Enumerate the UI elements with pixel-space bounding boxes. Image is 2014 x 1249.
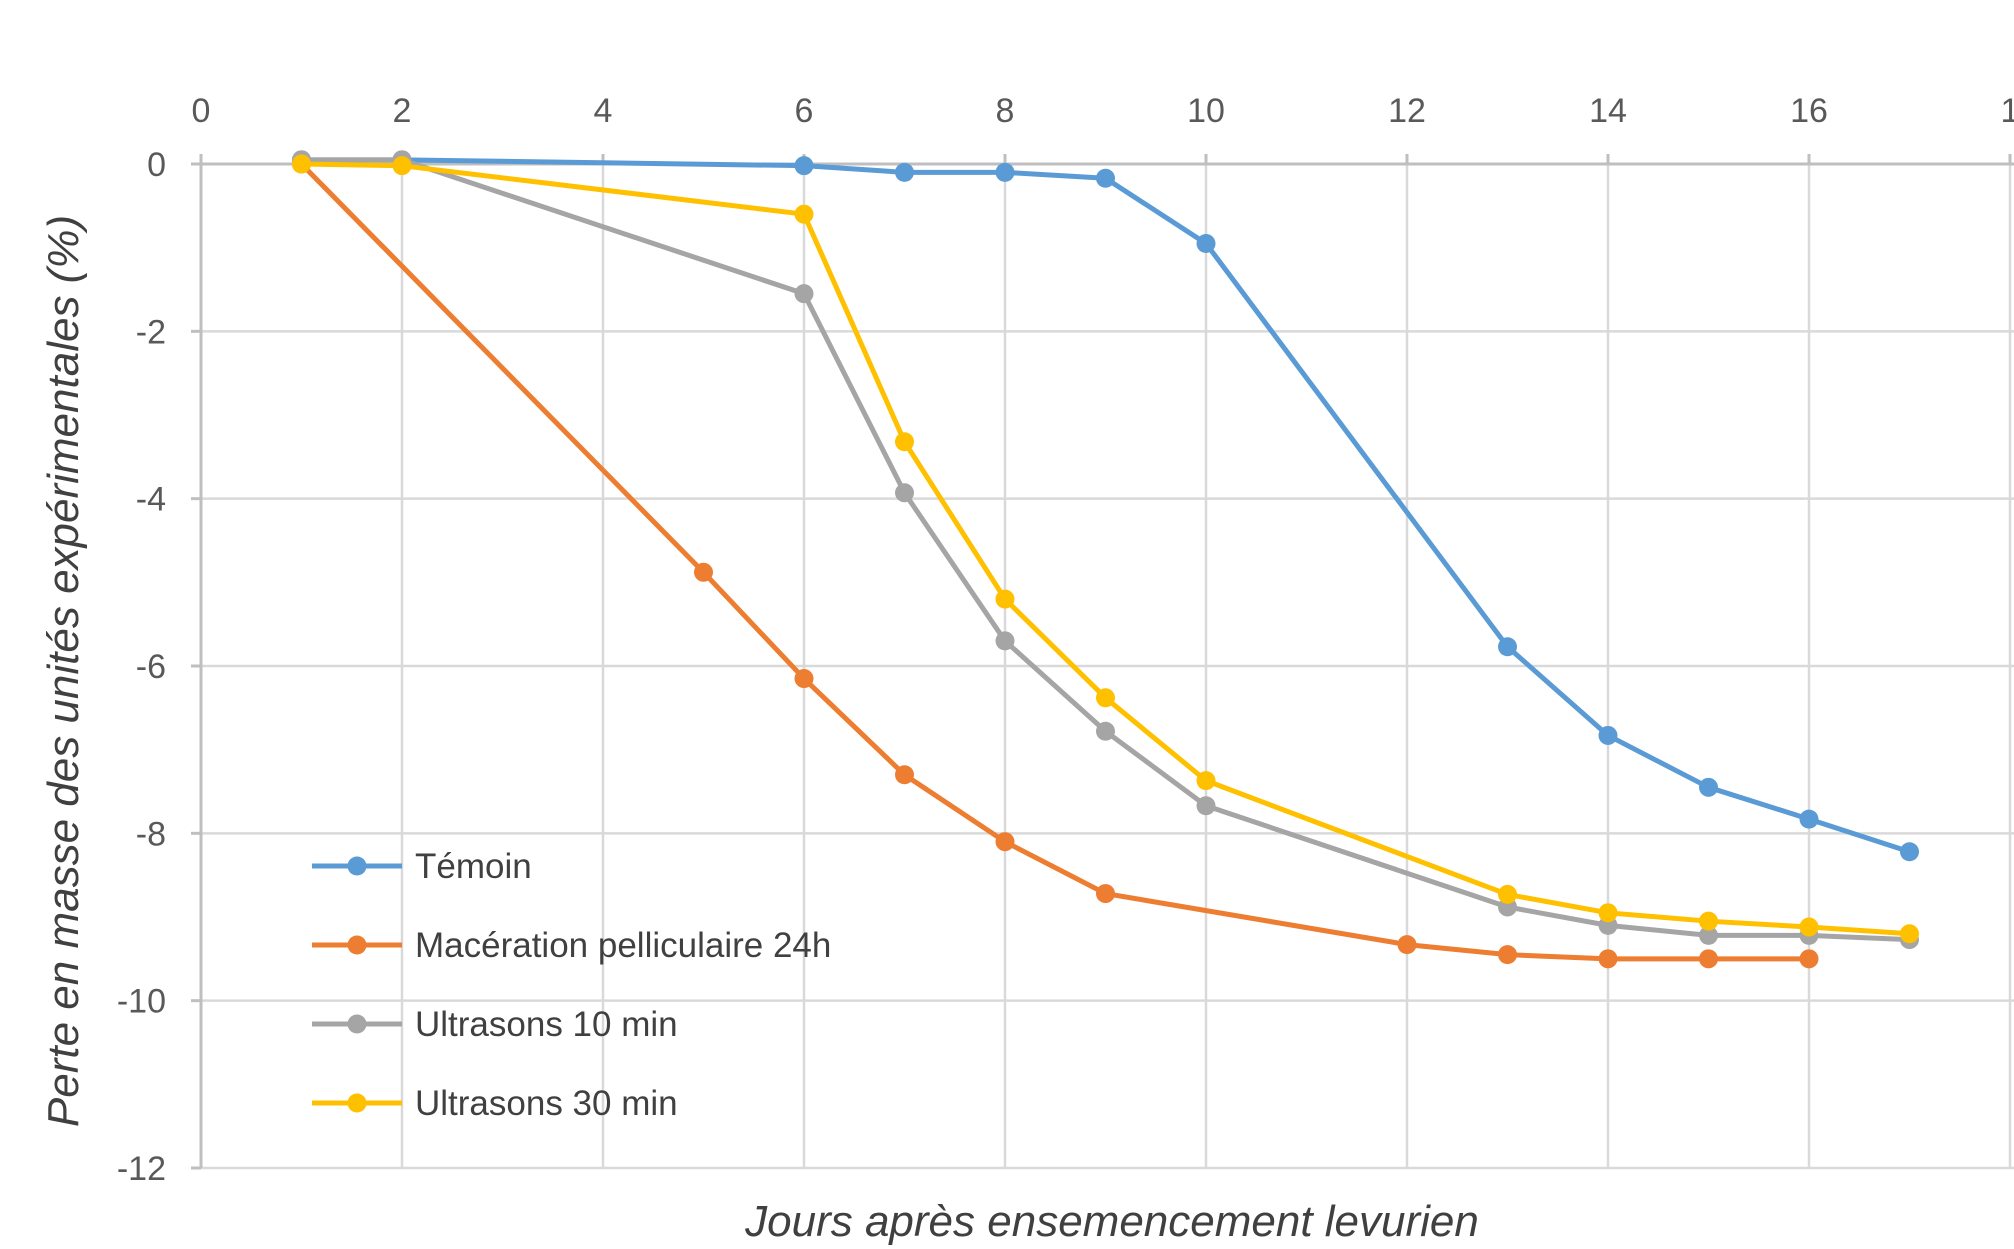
data-point — [1397, 935, 1417, 955]
data-point — [995, 162, 1015, 182]
data-point — [1598, 903, 1618, 923]
data-point — [1096, 721, 1115, 741]
legend-swatch-marker — [347, 1014, 367, 1034]
x-tick-label: 2 — [393, 92, 412, 130]
legend-swatch-marker — [347, 935, 367, 955]
legend-label: Ultrasons 10 min — [415, 1005, 678, 1044]
y-tick-label: -4 — [136, 481, 166, 519]
data-point — [1196, 796, 1216, 816]
series-layer — [292, 150, 1919, 969]
x-axis-title: Jours après ensemencement levurien — [744, 1197, 1479, 1246]
data-point — [1498, 884, 1517, 904]
data-point — [995, 589, 1015, 609]
y-tick-labels: 0 -2 -4 -6 -8 -10 -12 — [117, 146, 166, 1188]
data-point — [1096, 884, 1115, 904]
x-tick-label: 0 — [192, 92, 211, 130]
data-point — [1096, 688, 1115, 708]
axes — [191, 154, 2014, 1170]
legend-label: Ultrasons 30 min — [415, 1084, 678, 1123]
series-4 — [292, 154, 1919, 944]
series-1 — [292, 150, 1919, 862]
x-tick-label: 14 — [1589, 92, 1627, 130]
data-point — [1699, 777, 1718, 797]
x-tick-label: 12 — [1388, 92, 1426, 130]
legend-swatch-marker — [347, 1093, 367, 1113]
data-point — [794, 669, 814, 689]
data-point — [895, 483, 914, 503]
x-tick-label: 16 — [1790, 92, 1828, 130]
data-point — [392, 156, 412, 176]
y-tick-label: -2 — [136, 313, 166, 351]
x-tick-labels: 0 2 4 6 8 10 12 14 16 1 — [192, 92, 2014, 130]
data-point — [794, 156, 814, 176]
x-tick-label: 10 — [1187, 92, 1225, 130]
data-point — [995, 832, 1015, 852]
data-point — [1598, 725, 1618, 745]
y-tick-label: 0 — [147, 146, 166, 184]
y-axis-title: Perte en masse des unités expérimentales… — [39, 215, 88, 1127]
data-point — [1196, 771, 1216, 791]
series-line — [301, 161, 1910, 937]
legend-label: Macération pelliculaire 24h — [415, 926, 831, 965]
data-point — [995, 631, 1015, 651]
data-point — [1196, 233, 1216, 253]
y-tick-label: -10 — [117, 983, 166, 1021]
data-point — [794, 284, 814, 304]
series-3 — [292, 150, 1919, 950]
data-point — [794, 204, 814, 224]
y-tick-label: -12 — [117, 1150, 166, 1188]
series-line — [299, 162, 1809, 962]
data-point — [895, 765, 914, 785]
data-point — [1900, 842, 1919, 862]
series-line — [301, 157, 1911, 855]
data-point — [1699, 925, 1718, 945]
data-point — [1799, 917, 1819, 937]
y-tick-label: -6 — [136, 648, 166, 686]
legend-item: Ultrasons 10 min — [312, 1005, 678, 1044]
series-line — [301, 157, 1910, 943]
y-tick-label: -8 — [136, 815, 166, 853]
data-point — [895, 432, 914, 452]
x-tick-label: 4 — [594, 92, 613, 130]
data-point — [1498, 945, 1517, 965]
legend-item: Témoin — [312, 847, 532, 886]
data-point — [1799, 809, 1819, 829]
data-point — [292, 154, 311, 174]
data-point — [1699, 911, 1718, 931]
legend-item: Ultrasons 30 min — [312, 1084, 678, 1123]
legend-label: Témoin — [415, 847, 532, 886]
data-point — [1699, 949, 1718, 969]
grid-lines — [201, 164, 2014, 1170]
data-point — [1498, 637, 1517, 657]
data-point — [1598, 949, 1618, 969]
data-point — [1096, 168, 1115, 188]
data-point — [1900, 924, 1919, 944]
x-tick-label: 6 — [795, 92, 814, 130]
data-point — [694, 562, 713, 582]
x-tick-label: 1 — [2001, 92, 2014, 130]
data-point — [1799, 949, 1819, 969]
legend-swatch-marker — [347, 856, 367, 876]
legend-item: Macération pelliculaire 24h — [312, 926, 831, 965]
data-point — [895, 162, 914, 182]
legend: Témoin Macération pelliculaire 24h Ultraso… — [312, 847, 831, 1123]
x-tick-label: 8 — [996, 92, 1015, 130]
